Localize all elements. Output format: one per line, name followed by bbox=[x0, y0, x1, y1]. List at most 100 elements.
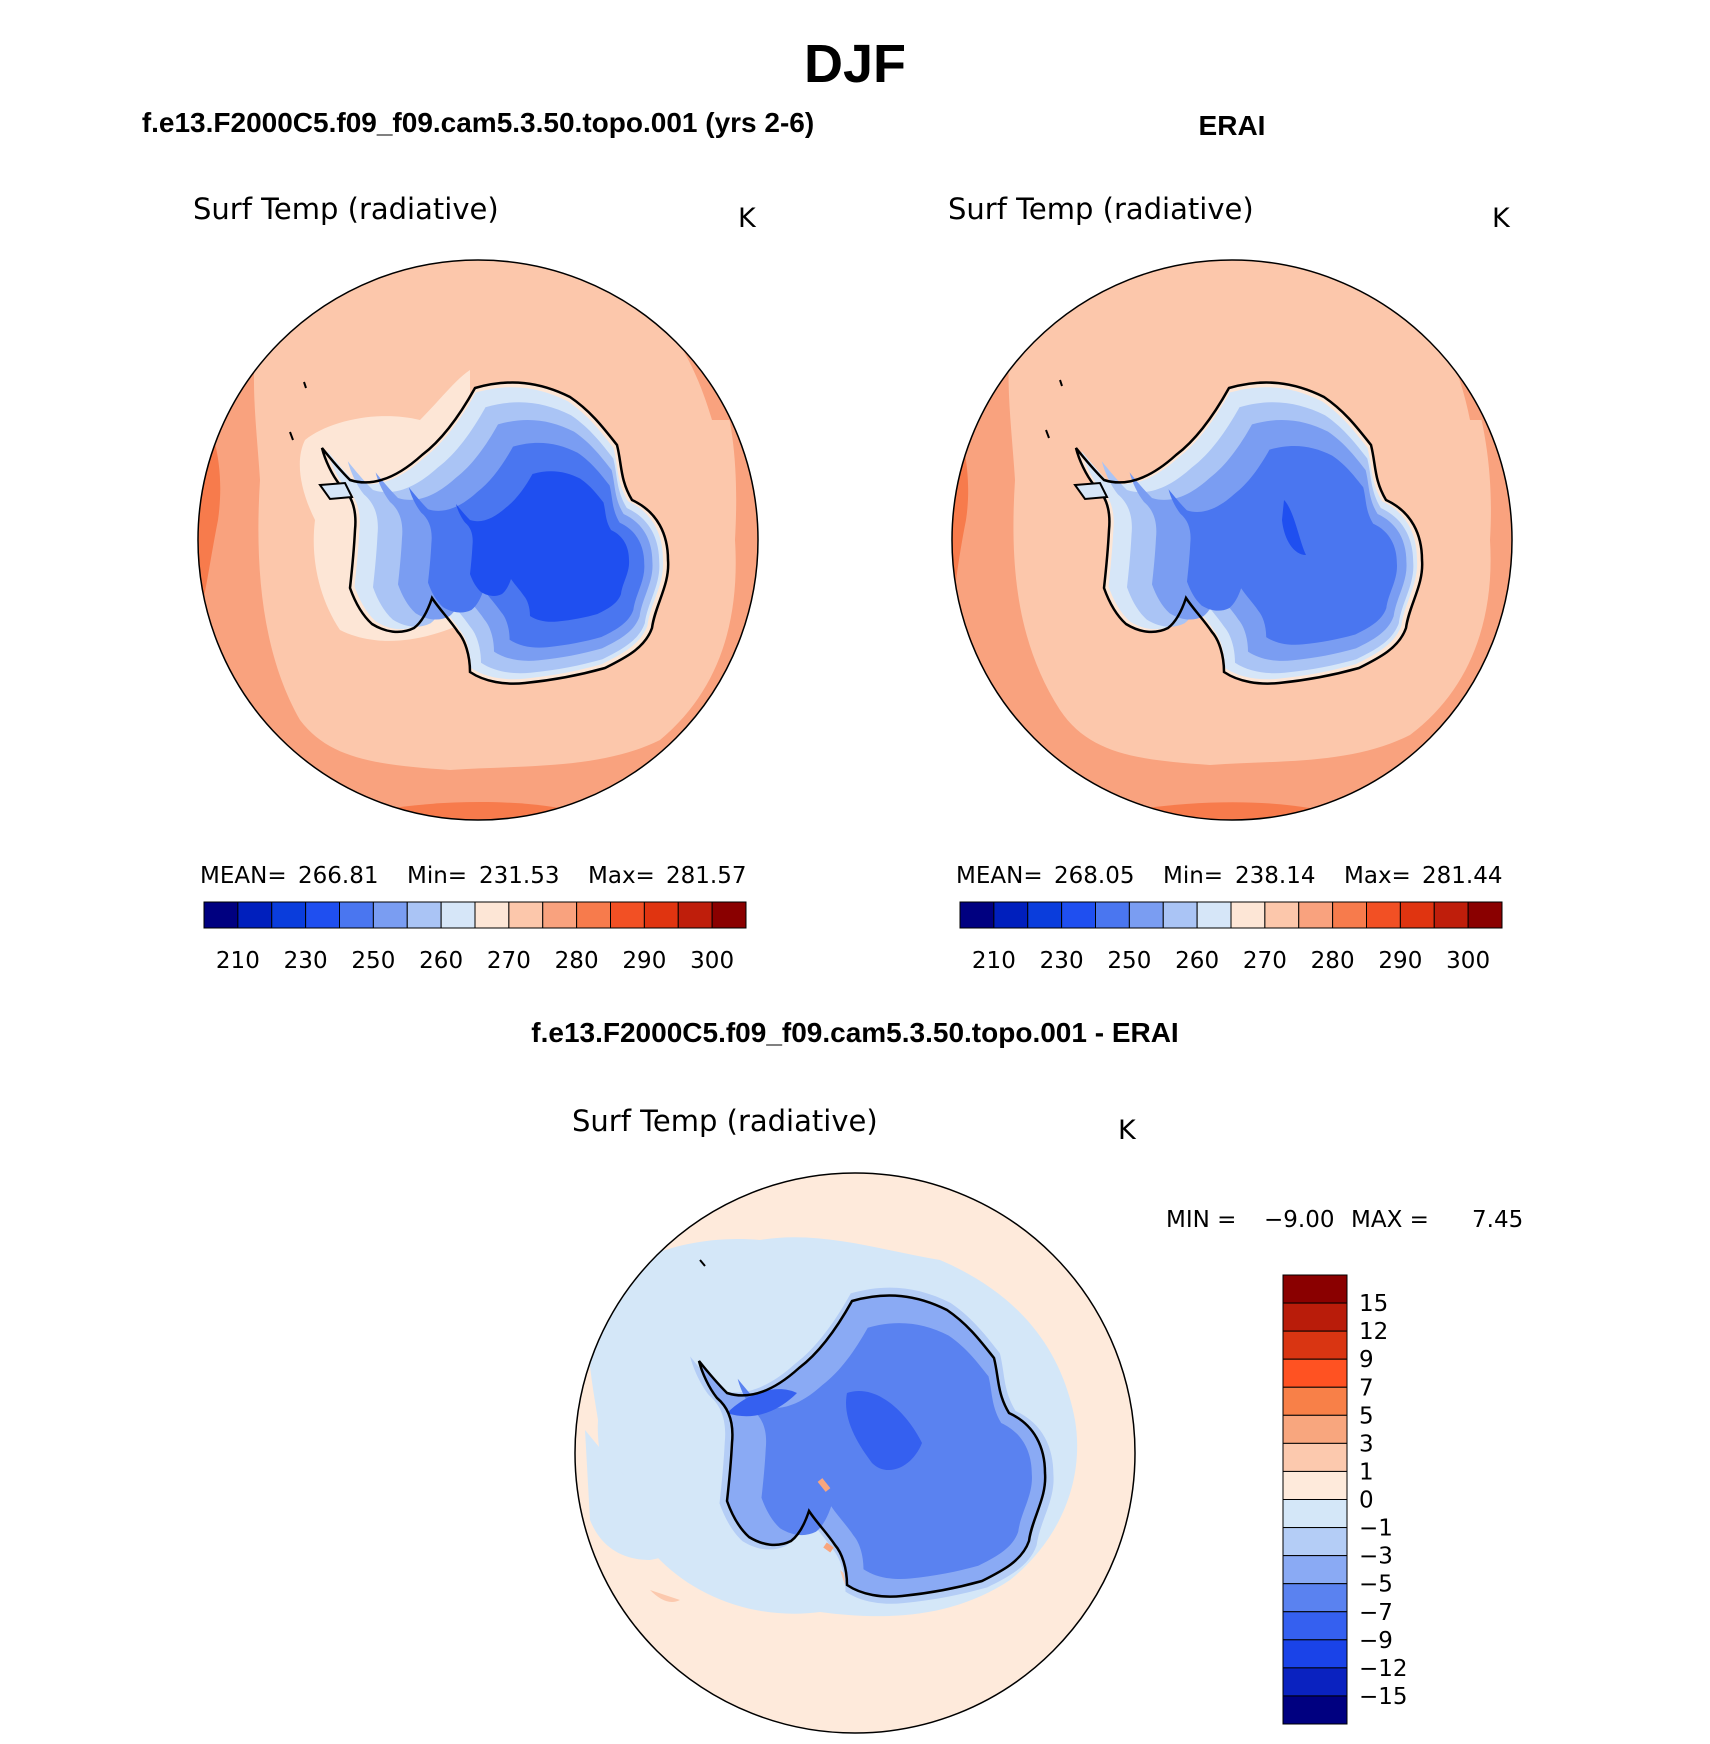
panel-a-colorbar-label: 300 bbox=[690, 948, 734, 974]
diff-colorbar-label: −12 bbox=[1359, 1656, 1408, 1682]
panel-b-colorbar-swatch bbox=[1095, 901, 1130, 929]
diff-colorbar-label: 1 bbox=[1359, 1459, 1374, 1485]
diff-colorbar-label: 3 bbox=[1359, 1431, 1374, 1457]
panel-b-colorbar-swatch bbox=[1467, 901, 1503, 929]
panel-a-colorbar-label: 280 bbox=[555, 948, 599, 974]
panel-b-colorbar-label: 230 bbox=[1040, 948, 1084, 974]
panel-a-colorbar-swatch bbox=[305, 901, 340, 929]
panel-b-colorbar-swatch bbox=[1298, 901, 1334, 929]
panel-a-colorbar-label: 250 bbox=[351, 948, 395, 974]
panel-b-colorbar bbox=[959, 901, 1503, 929]
diff-colorbar-label: 5 bbox=[1359, 1403, 1374, 1429]
diff-max-value: 7.45 bbox=[1472, 1207, 1523, 1233]
panel-a-mean-label: MEAN= bbox=[200, 863, 287, 889]
diff-colorbar-label: 15 bbox=[1359, 1291, 1388, 1317]
panel-a-heading: f.e13.F2000C5.f09_f09.cam5.3.50.topo.001… bbox=[142, 107, 814, 138]
panel-a-colorbar-swatch bbox=[610, 901, 645, 929]
panel-b-colorbar-swatch bbox=[1230, 901, 1266, 929]
panel-a-map bbox=[197, 259, 759, 821]
panel-a-variable: Surf Temp (radiative) bbox=[193, 192, 499, 226]
panel-b-colorbar-swatch bbox=[1332, 901, 1367, 929]
panel-b-max-value: 281.44 bbox=[1422, 863, 1502, 889]
panel-b-colorbar-swatch bbox=[1128, 901, 1164, 929]
panel-b-colorbar-swatch bbox=[1162, 901, 1198, 929]
panel-b-colorbar-label: 260 bbox=[1175, 948, 1219, 974]
panel-a-max-label: Max= bbox=[588, 863, 655, 889]
diff-colorbar-swatch bbox=[1282, 1330, 1348, 1360]
panel-b-max-label: Max= bbox=[1344, 863, 1411, 889]
panel-b-units: K bbox=[1492, 203, 1511, 234]
panel-b-variable: Surf Temp (radiative) bbox=[948, 192, 1254, 226]
panel-a-colorbar-label: 260 bbox=[419, 948, 463, 974]
panel-b-mean-value: 268.05 bbox=[1054, 863, 1134, 889]
diff-colorbar-swatch bbox=[1282, 1527, 1348, 1557]
panel-a-colorbar-label: 210 bbox=[216, 948, 260, 974]
panel-a-colorbar-swatch bbox=[542, 901, 578, 929]
panel-b-heading: ERAI bbox=[1199, 110, 1266, 141]
panel-b-colorbar-label: 290 bbox=[1378, 948, 1422, 974]
panel-b-colorbar-swatch bbox=[993, 901, 1029, 929]
figure-title: DJF bbox=[804, 34, 906, 94]
panel-a-colorbar-swatch bbox=[711, 901, 747, 929]
diff-max-label: MAX = bbox=[1351, 1207, 1429, 1233]
panel-b-colorbar-swatch bbox=[1399, 901, 1435, 929]
panel-a-colorbar-swatch bbox=[339, 901, 374, 929]
panel-a-colorbar-label: 270 bbox=[487, 948, 531, 974]
panel-b-colorbar-label: 250 bbox=[1107, 948, 1151, 974]
panel-a-mean-value: 266.81 bbox=[298, 863, 378, 889]
panel-b-stats: MEAN= 268.05 Min= 238.14 Max= 281.44 bbox=[956, 863, 1502, 889]
panel-a-colorbar-swatch bbox=[643, 901, 679, 929]
diff-colorbar-swatch bbox=[1282, 1583, 1348, 1613]
diff-colorbar-swatch bbox=[1282, 1358, 1348, 1388]
panel-a-colorbar-label: 290 bbox=[622, 948, 666, 974]
panel-a-colorbar bbox=[203, 901, 747, 929]
diff-colorbar-swatch bbox=[1282, 1274, 1348, 1304]
diff-colorbar-swatch bbox=[1282, 1442, 1348, 1472]
diff-colorbar-swatch bbox=[1282, 1499, 1348, 1529]
diff-colorbar-label: 12 bbox=[1359, 1319, 1388, 1345]
diff-colorbar-label: 7 bbox=[1359, 1375, 1374, 1401]
panel-a-colorbar-swatch bbox=[677, 901, 713, 929]
diff-map bbox=[574, 1172, 1136, 1734]
diff-colorbar-label: −15 bbox=[1359, 1684, 1408, 1710]
panel-a-colorbar-swatch bbox=[474, 901, 510, 929]
panel-b-colorbar-swatch bbox=[1061, 901, 1096, 929]
diff-colorbar-swatch bbox=[1282, 1470, 1348, 1500]
diff-min-value: −9.00 bbox=[1264, 1207, 1334, 1233]
panel-b-colorbar-label: 300 bbox=[1446, 948, 1490, 974]
panel-a-min-value: 231.53 bbox=[479, 863, 559, 889]
panel-a-colorbar-swatch bbox=[271, 901, 307, 929]
diff-colorbar-swatch bbox=[1282, 1414, 1348, 1444]
panel-b-map bbox=[951, 259, 1513, 821]
panel-a-max-value: 281.57 bbox=[666, 863, 746, 889]
panel-a-colorbar-swatch bbox=[576, 901, 611, 929]
diff-colorbar-label: −5 bbox=[1359, 1572, 1393, 1598]
panel-b-colorbar-swatch bbox=[1264, 901, 1300, 929]
diff-colorbar-label: 0 bbox=[1359, 1488, 1374, 1514]
panel-b-colorbar-swatch bbox=[1196, 901, 1232, 929]
panel-a-colorbar-label: 230 bbox=[284, 948, 328, 974]
panel-a-colorbar-swatch bbox=[372, 901, 408, 929]
diff-colorbar-swatch bbox=[1282, 1611, 1348, 1641]
panel-b-mean-label: MEAN= bbox=[956, 863, 1043, 889]
diff-stats: MIN = −9.00 MAX = 7.45 bbox=[1166, 1207, 1523, 1233]
panel-b-colorbar-labels: 210 230 250 260 270 280 290 300 bbox=[972, 948, 1490, 974]
panel-a-units: K bbox=[738, 203, 757, 234]
panel-a-stats: MEAN= 266.81 Min= 231.53 Max= 281.57 bbox=[200, 863, 746, 889]
panel-b-colorbar-swatch bbox=[959, 901, 995, 929]
diff-colorbar-swatch bbox=[1282, 1695, 1348, 1725]
diff-colorbar-swatch bbox=[1282, 1667, 1348, 1697]
diff-colorbar-swatch bbox=[1282, 1386, 1348, 1416]
diff-colorbar-swatch bbox=[1282, 1555, 1348, 1585]
panel-b-colorbar-swatch bbox=[1433, 901, 1469, 929]
diff-units: K bbox=[1118, 1115, 1137, 1146]
diff-colorbar-label: −7 bbox=[1359, 1600, 1393, 1626]
panel-b-colorbar-swatch bbox=[1027, 901, 1063, 929]
panel-b-min-label: Min= bbox=[1163, 863, 1223, 889]
diff-colorbar-label: −9 bbox=[1359, 1628, 1393, 1654]
panel-a-min-label: Min= bbox=[407, 863, 467, 889]
panel-a-colorbar-swatch bbox=[508, 901, 544, 929]
diff-colorbar bbox=[1282, 1274, 1348, 1725]
